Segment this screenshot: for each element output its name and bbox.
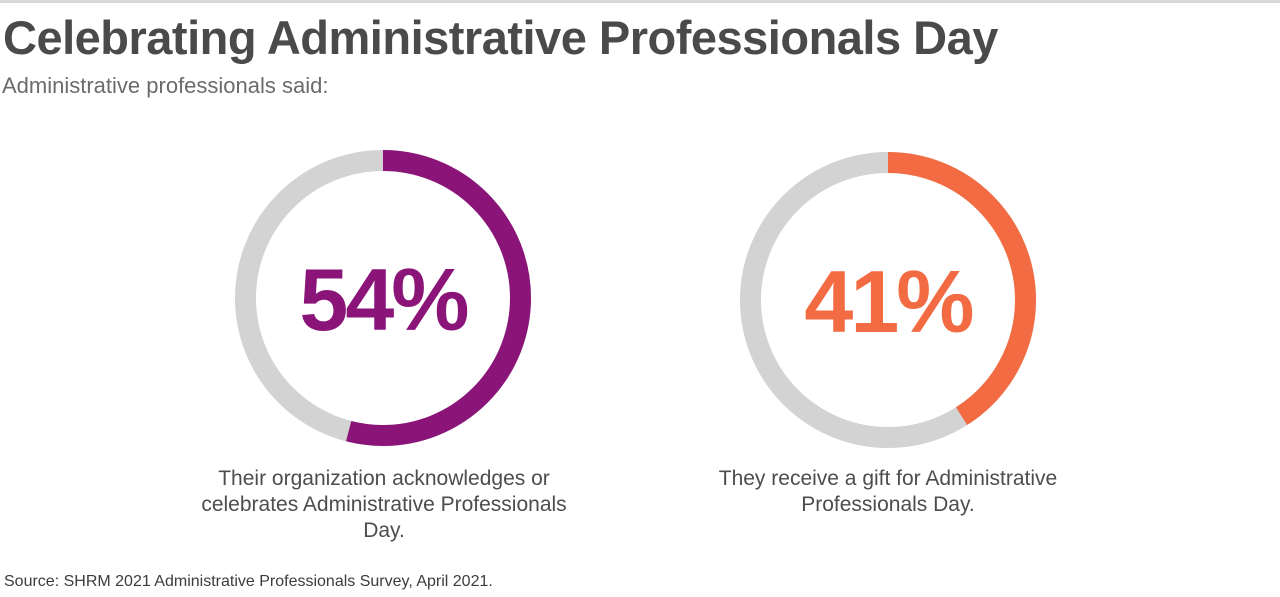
top-rule: [0, 0, 1280, 3]
percent-label-41: 41%: [804, 252, 972, 351]
caption-acknowledges: Their organization acknowledges or celeb…: [201, 467, 567, 542]
source-note: Source: SHRM 2021 Administrative Profess…: [4, 573, 493, 590]
caption-gift: They receive a gift for Administrative P…: [718, 467, 1058, 516]
donut-arc-54: [235, 150, 531, 446]
donut-chart-gift: 41%: [740, 152, 1036, 448]
page-subtitle: Administrative professionals said:: [2, 73, 329, 98]
donut-chart-acknowledges: 54%: [235, 150, 531, 446]
page-title: Celebrating Administrative Professionals…: [3, 11, 998, 64]
percent-label-54: 54%: [299, 250, 467, 349]
donut-arc-41: [740, 152, 1036, 448]
